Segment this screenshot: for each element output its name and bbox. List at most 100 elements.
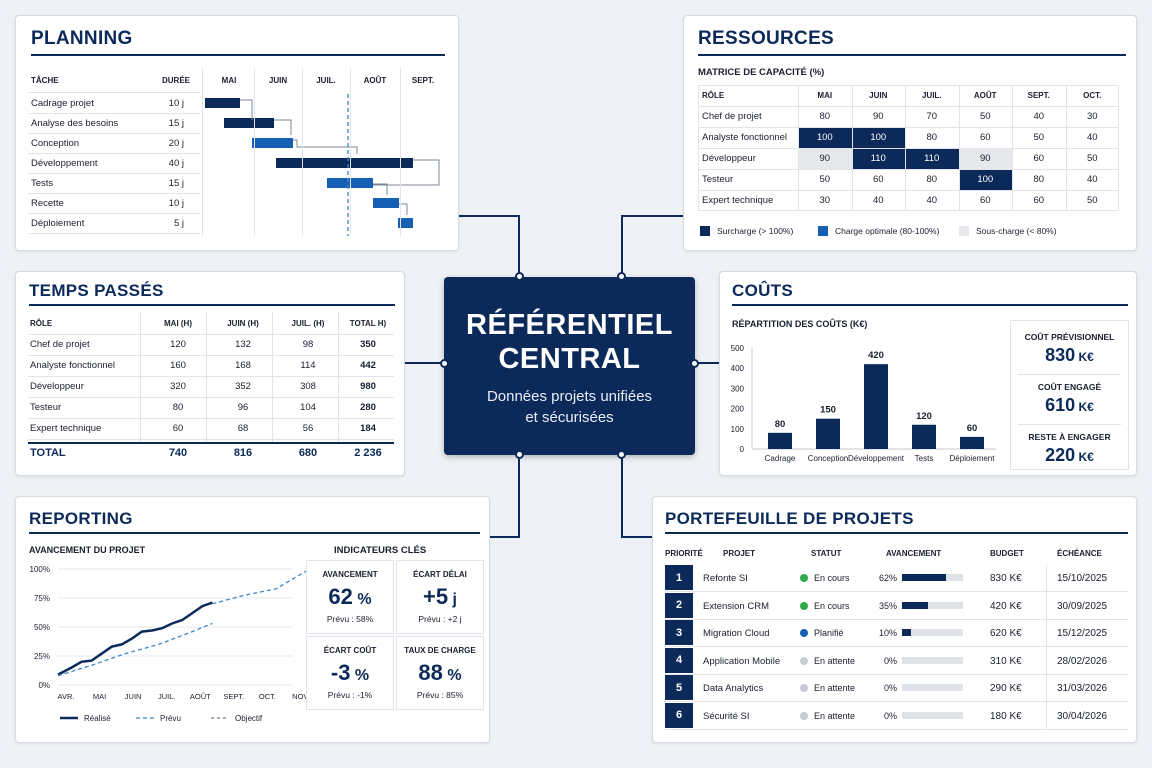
progress-fill (902, 629, 912, 636)
project-name: Sécurité SI (703, 710, 750, 722)
matrix-month-header: SEPT. (1027, 91, 1050, 100)
bar-value-label: 150 (820, 405, 836, 416)
task-duration: 15 j (168, 118, 184, 129)
kpi-number: 62 (328, 584, 353, 609)
col-divider (302, 68, 303, 236)
row-divider (28, 439, 394, 440)
matrix-cell: 110 (851, 148, 905, 169)
connector (621, 215, 623, 277)
x-tick-label: SEPT. (223, 692, 244, 701)
gantt-dependency (373, 159, 440, 186)
legend-swatch (700, 226, 710, 236)
task-name: Recette (31, 198, 64, 209)
cost-kpi-label: RESTE À ENGAGER (1028, 432, 1111, 442)
kpi-unit: % (442, 667, 462, 684)
matrix-cell: 90 (958, 148, 1012, 169)
gantt-month-label: JUIL. (316, 76, 336, 85)
matrix-cell: 70 (926, 111, 938, 122)
temps-header: TOTAL H) (349, 319, 387, 328)
row-divider (28, 193, 200, 194)
cost-kpi-label: COÛT ENGAGÉ (1037, 382, 1102, 392)
temps-cell: 308 (300, 381, 316, 392)
cost-bar (912, 424, 936, 449)
hub-title-line2: CENTRAL (498, 343, 641, 375)
temps-cell: Analyste fonctionnel (30, 360, 116, 371)
progress-percent: 0% (883, 710, 897, 721)
temps-cell: 114 (300, 360, 316, 371)
task-duration: 20 j (168, 138, 184, 149)
ressources-panel: RESSOURCES MATRICE DE CAPACITÉ (%) RÔLE M… (683, 15, 1137, 251)
reporting-title: REPORTING (29, 509, 133, 528)
matrix-cell: 80 (926, 174, 938, 185)
matrix-cell: 60 (1033, 153, 1045, 164)
due-date: 15/12/2025 (1057, 628, 1108, 639)
status-label: En attente (814, 655, 856, 666)
progress-percent: 0% (883, 655, 897, 666)
portfolio-header: PRIORITÉ (665, 549, 703, 558)
due-date: 31/03/2026 (1057, 683, 1108, 694)
legend-label: Réalisé (84, 714, 111, 723)
temps-cell: 60 (172, 423, 184, 434)
cost-kpi-value: 610 K€ (1010, 395, 1129, 416)
temps-total-cell: TOTAL (30, 447, 66, 459)
temps-cell: 68 (237, 423, 249, 434)
legend-swatch (818, 226, 828, 236)
series-line (57, 601, 213, 676)
gantt-dependency (373, 183, 388, 195)
gantt-bar (252, 138, 293, 148)
cost-bar (768, 432, 792, 449)
temps-cell: 80 (172, 402, 184, 413)
col-divider (905, 85, 906, 211)
temps-cell: 96 (237, 402, 249, 413)
row-divider (28, 376, 394, 377)
task-duration: 10 j (168, 198, 184, 209)
task-duration: 5 j (173, 218, 184, 229)
gantt-month-label: MAI (221, 76, 237, 85)
task-duration: 40 j (168, 158, 184, 169)
budget-value: 420 K€ (990, 600, 1022, 612)
cost-kpi-value: 220 K€ (1010, 445, 1129, 466)
matrix-month-header: OCT. (1083, 91, 1102, 100)
budget-value: 180 K€ (990, 710, 1022, 722)
col-task: TÂCHE (31, 76, 59, 85)
status-label: Planifié (814, 628, 844, 638)
row-divider (28, 233, 200, 234)
y-tick-label: 100 (731, 425, 745, 434)
gantt-month-label: SEPT. (411, 76, 435, 85)
kpi-label: ÉCART COÛT (323, 646, 377, 655)
gantt-dependency (274, 119, 292, 135)
row-divider (28, 92, 200, 93)
kpi-sub: Prévu : -1% (327, 690, 373, 700)
priority-badge: 3 (665, 620, 693, 645)
row-divider (28, 397, 394, 398)
x-tick-label: JUIN (125, 692, 142, 701)
progress-track (902, 711, 963, 719)
kpi-title: INDICATEURS CLÉS (334, 545, 427, 556)
couts-subtitle: RÉPARTITION DES COÛTS (K€) (732, 319, 868, 329)
matrix-month-header: MAI (817, 91, 833, 100)
matrix-cell: 30 (1086, 111, 1098, 122)
task-name: Conception (31, 138, 80, 149)
kpi-number: 220 (1045, 445, 1076, 465)
x-tick-label: OCT. (259, 692, 276, 701)
kpi-unit: % (350, 667, 370, 684)
temps-cell: Développeur (30, 381, 84, 392)
temps-header: MAI (H) (164, 319, 192, 328)
task-duration: 10 j (168, 98, 184, 109)
progress-track (902, 656, 963, 664)
status-label: En cours (814, 600, 850, 611)
col-divider (400, 68, 401, 236)
matrix-cell: 40 (872, 195, 884, 206)
kpi-sub: Prévu : 85% (416, 690, 464, 700)
cost-bar (816, 418, 840, 449)
status-label: En cours (814, 573, 850, 583)
temps-cell: 56 (302, 423, 314, 434)
row-divider (665, 646, 1128, 647)
temps-cell: 280 (360, 402, 376, 413)
y-tick-label: 100% (30, 565, 50, 574)
matrix-role: Analyste fonctionnel (702, 132, 788, 143)
progress-line-chart: 0% 25% 50% 75% 100% AVR. MAI JUIN JUIL. AOÛT SEPT.… (30, 565, 306, 723)
progress-track (902, 601, 963, 609)
temps-panel: TEMPS PASSÉS RÔLE MAI (H) JUIN (H) JUIL. (H… (15, 271, 405, 476)
row-divider (28, 213, 200, 214)
